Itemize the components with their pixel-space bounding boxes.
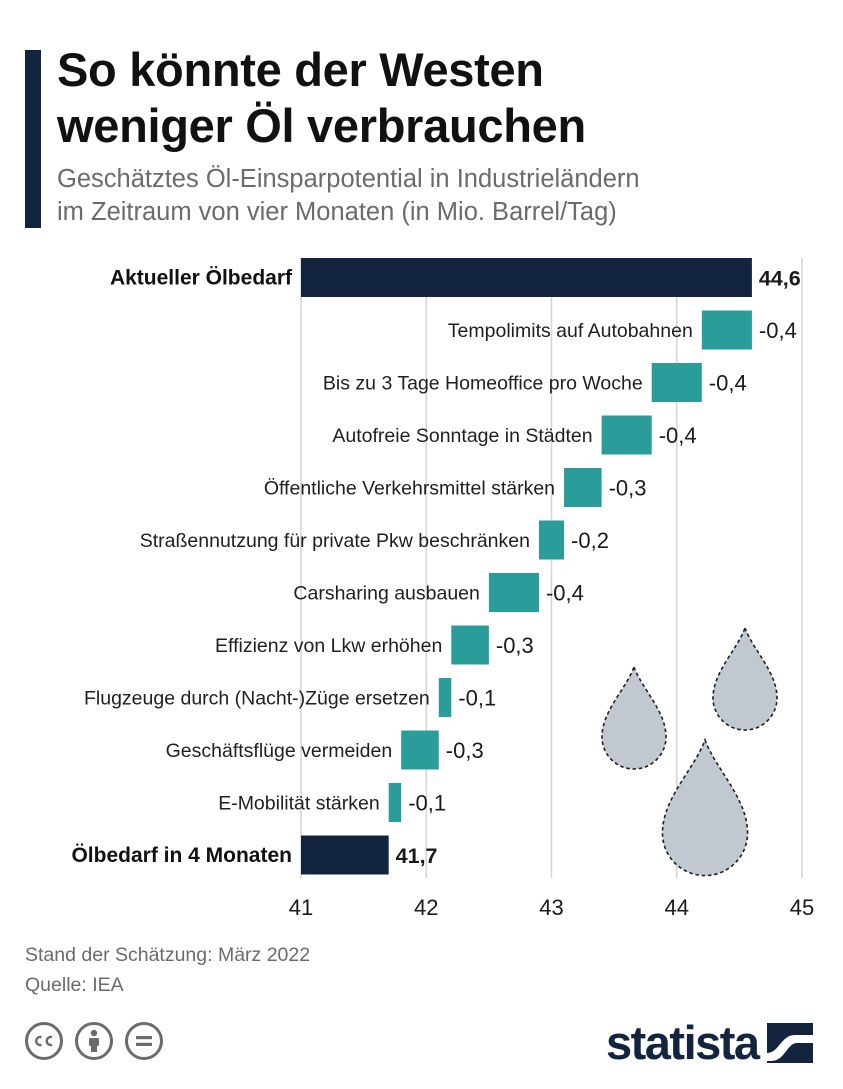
oil-drop-icon bbox=[712, 625, 778, 731]
waterfall-chart: Aktueller Ölbedarf 44,6 Tempolimits auf Au… bbox=[71, 258, 814, 920]
bar-11 bbox=[301, 835, 389, 875]
subtitle: Geschätztes Öl-Einsparpotential in Indus… bbox=[57, 163, 640, 229]
bar-9 bbox=[401, 730, 439, 770]
category-label: Aktueller Ölbedarf bbox=[110, 267, 293, 290]
value-label: -0,3 bbox=[496, 633, 534, 658]
nd-equals-icon[interactable] bbox=[125, 1022, 163, 1060]
value-label: 41,7 bbox=[396, 844, 438, 868]
x-tick-label: 41 bbox=[289, 895, 313, 920]
value-label: -0,1 bbox=[458, 686, 496, 711]
category-label: Geschäftsflüge vermeiden bbox=[166, 740, 393, 762]
category-label: Bis zu 3 Tage Homeoffice pro Woche bbox=[323, 373, 643, 395]
value-label: -0,1 bbox=[408, 791, 446, 816]
bar-5 bbox=[538, 520, 565, 560]
bar-8 bbox=[438, 678, 452, 717]
cc-icon[interactable] bbox=[25, 1022, 63, 1060]
value-label: -0,4 bbox=[659, 423, 697, 448]
chart-gridlines bbox=[300, 258, 803, 878]
chart-bars bbox=[301, 258, 752, 875]
bar-2 bbox=[651, 363, 702, 402]
bar-6 bbox=[488, 573, 539, 612]
value-label: 44,6 bbox=[759, 267, 801, 291]
title-line-2: weniger Öl verbrauchen bbox=[57, 99, 586, 152]
statista-logo[interactable]: statista bbox=[606, 1015, 813, 1071]
value-label: -0,4 bbox=[759, 318, 797, 343]
value-label: -0,2 bbox=[571, 528, 609, 553]
bar-4 bbox=[564, 468, 602, 507]
category-label: Straßennutzung für private Pkw beschränk… bbox=[140, 530, 530, 552]
category-label: Autofreie Sonntage in Städten bbox=[332, 425, 592, 447]
value-label: -0,3 bbox=[609, 476, 647, 501]
value-label: -0,3 bbox=[446, 738, 484, 763]
x-tick-label: 42 bbox=[414, 895, 438, 920]
x-tick-label: 43 bbox=[539, 895, 563, 920]
x-axis-ticks: 41 42 43 44 45 bbox=[289, 895, 814, 920]
oil-drop-icon bbox=[661, 737, 749, 877]
title-line-1: So könnte der Westen bbox=[57, 43, 544, 96]
value-label: -0,4 bbox=[709, 371, 747, 396]
brand-name: statista bbox=[606, 1016, 760, 1069]
title-accent-bar bbox=[25, 50, 41, 228]
date-note: Stand der Schätzung: März 2022 bbox=[25, 944, 311, 966]
category-label: Carsharing ausbauen bbox=[293, 583, 479, 605]
footer-notes: Stand der Schätzung: März 2022 Quelle: I… bbox=[25, 940, 310, 1000]
source-note: Quelle: IEA bbox=[25, 974, 124, 996]
category-label: Tempolimits auf Autobahnen bbox=[448, 320, 693, 342]
bar-0 bbox=[301, 258, 752, 297]
category-label: Ölbedarf in 4 Monaten bbox=[71, 844, 292, 867]
license-icons bbox=[25, 1022, 163, 1060]
subtitle-line-1: Geschätztes Öl-Einsparpotential in Indus… bbox=[57, 165, 640, 193]
statista-logo-mark-icon bbox=[766, 1023, 813, 1063]
category-label: Flugzeuge durch (Nacht-)Züge ersetzen bbox=[84, 688, 430, 710]
oil-drops-illustration bbox=[601, 625, 778, 877]
category-label: Effizienz von Lkw erhöhen bbox=[215, 635, 442, 657]
chart-labels: Aktueller Ölbedarf 44,6 Tempolimits auf Au… bbox=[71, 267, 800, 869]
subtitle-line-2: im Zeitraum von vier Monaten (in Mio. Ba… bbox=[57, 198, 617, 226]
bar-1 bbox=[701, 310, 752, 350]
page-title: So könnte der Westen weniger Öl verbrauc… bbox=[57, 42, 586, 154]
bar-7 bbox=[451, 625, 489, 665]
bar-3 bbox=[601, 415, 652, 455]
x-tick-label: 44 bbox=[665, 895, 689, 920]
category-label: E-Mobilität stärken bbox=[218, 793, 379, 815]
value-label: -0,4 bbox=[546, 581, 584, 606]
x-tick-label: 45 bbox=[790, 895, 814, 920]
bar-10 bbox=[388, 783, 402, 822]
category-label: Öffentliche Verkehrsmittel stärken bbox=[264, 478, 555, 500]
oil-drop-icon bbox=[601, 664, 667, 770]
by-person-icon[interactable] bbox=[75, 1022, 113, 1060]
